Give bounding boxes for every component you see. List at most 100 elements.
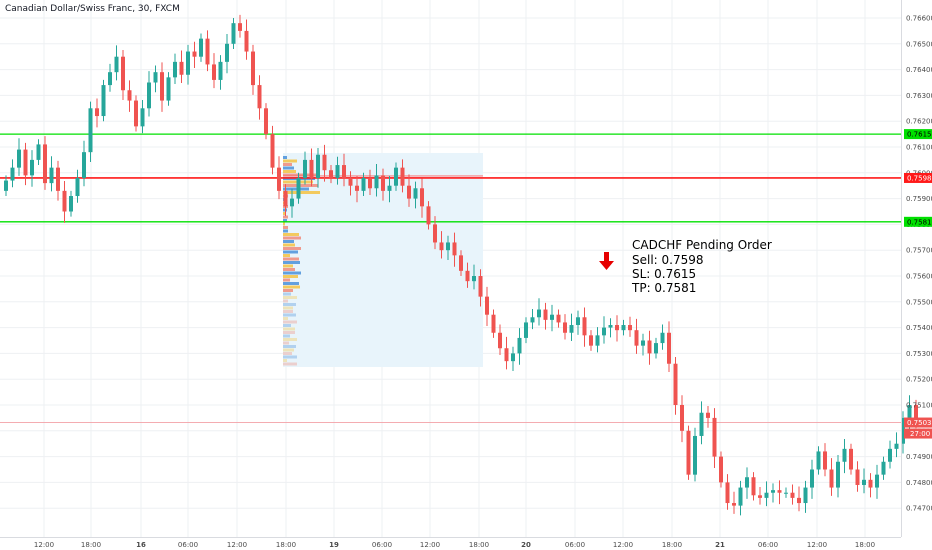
candle[interactable] xyxy=(862,468,866,494)
candle[interactable] xyxy=(745,467,749,499)
candle[interactable] xyxy=(803,480,808,513)
candle[interactable] xyxy=(829,458,834,496)
candle[interactable] xyxy=(426,201,431,230)
candle[interactable] xyxy=(348,171,353,196)
candle[interactable] xyxy=(719,451,723,488)
candle[interactable] xyxy=(563,314,567,340)
candle[interactable] xyxy=(452,232,457,267)
candle[interactable] xyxy=(368,169,372,195)
candle[interactable] xyxy=(17,138,21,176)
candle[interactable] xyxy=(504,336,509,370)
candle[interactable] xyxy=(329,165,333,184)
candle[interactable] xyxy=(140,100,145,134)
candle[interactable] xyxy=(641,333,645,356)
candle[interactable] xyxy=(257,75,262,120)
candle[interactable] xyxy=(10,159,15,188)
candle[interactable] xyxy=(569,313,574,342)
candle[interactable] xyxy=(394,162,398,191)
candle[interactable] xyxy=(23,142,28,186)
candle[interactable] xyxy=(615,315,619,342)
candle[interactable] xyxy=(712,408,717,468)
candle[interactable] xyxy=(732,491,736,514)
candle[interactable] xyxy=(478,269,483,307)
candle[interactable] xyxy=(30,150,34,187)
candle[interactable] xyxy=(790,484,795,505)
candle[interactable] xyxy=(127,80,132,112)
candle[interactable] xyxy=(309,148,314,187)
candle[interactable] xyxy=(413,181,418,209)
candle[interactable] xyxy=(836,455,840,498)
candle[interactable] xyxy=(322,144,327,182)
candle[interactable] xyxy=(303,151,307,185)
candle[interactable] xyxy=(231,18,236,49)
candle[interactable] xyxy=(758,487,762,505)
candle[interactable] xyxy=(888,440,892,469)
candle[interactable] xyxy=(849,443,853,475)
candlestick-series[interactable] xyxy=(4,14,918,516)
candle[interactable] xyxy=(121,49,125,101)
candle[interactable] xyxy=(680,395,684,443)
candle[interactable] xyxy=(225,33,229,74)
candle[interactable] xyxy=(511,346,515,371)
candle[interactable] xyxy=(290,188,294,218)
candle[interactable] xyxy=(95,98,99,128)
candle[interactable] xyxy=(420,178,424,218)
candle[interactable] xyxy=(459,250,463,276)
candle[interactable] xyxy=(621,319,626,336)
candle[interactable] xyxy=(556,309,561,328)
candle[interactable] xyxy=(49,156,54,192)
candle[interactable] xyxy=(400,159,405,193)
candle[interactable] xyxy=(439,231,444,259)
candle[interactable] xyxy=(101,79,106,122)
candle[interactable] xyxy=(816,446,821,475)
candle[interactable] xyxy=(543,302,548,330)
candle[interactable] xyxy=(647,330,652,365)
candle[interactable] xyxy=(823,443,827,477)
candle[interactable] xyxy=(491,309,496,338)
candle[interactable] xyxy=(764,481,769,507)
candle[interactable] xyxy=(251,44,255,95)
candle[interactable] xyxy=(4,175,8,197)
candle[interactable] xyxy=(186,44,190,85)
candle[interactable] xyxy=(530,309,535,330)
candle[interactable] xyxy=(517,328,522,365)
candle[interactable] xyxy=(725,474,730,510)
candle[interactable] xyxy=(894,432,899,458)
candle[interactable] xyxy=(654,337,658,359)
candle[interactable] xyxy=(43,136,47,190)
candle[interactable] xyxy=(270,125,275,175)
candle[interactable] xyxy=(147,71,151,117)
candle[interactable] xyxy=(751,472,756,501)
candle[interactable] xyxy=(238,14,242,38)
time-axis[interactable]: 12:00 18:00 16 06:00 12:00 18:00 19 06:00 12:00 1… xyxy=(0,537,901,550)
candle[interactable] xyxy=(485,286,489,327)
candle[interactable] xyxy=(192,41,197,69)
candle[interactable] xyxy=(498,324,502,355)
candle[interactable] xyxy=(283,184,288,217)
candle[interactable] xyxy=(179,50,184,84)
candle[interactable] xyxy=(114,45,119,81)
candle[interactable] xyxy=(264,103,268,140)
candle[interactable] xyxy=(673,357,678,415)
candle[interactable] xyxy=(784,487,788,498)
candle[interactable] xyxy=(582,307,587,347)
candle[interactable] xyxy=(108,63,112,92)
candle[interactable] xyxy=(537,298,541,326)
candle[interactable] xyxy=(361,172,366,197)
candle[interactable] xyxy=(589,330,593,351)
candle[interactable] xyxy=(296,172,301,204)
candle[interactable] xyxy=(173,53,177,85)
candle[interactable] xyxy=(218,55,223,90)
candle[interactable] xyxy=(595,327,600,353)
candle[interactable] xyxy=(82,140,86,187)
candle[interactable] xyxy=(36,139,41,166)
candle[interactable] xyxy=(667,321,671,372)
candle[interactable] xyxy=(738,480,743,516)
candle[interactable] xyxy=(550,304,554,332)
candle[interactable] xyxy=(465,262,470,288)
candle[interactable] xyxy=(602,316,606,344)
candle[interactable] xyxy=(355,175,359,203)
